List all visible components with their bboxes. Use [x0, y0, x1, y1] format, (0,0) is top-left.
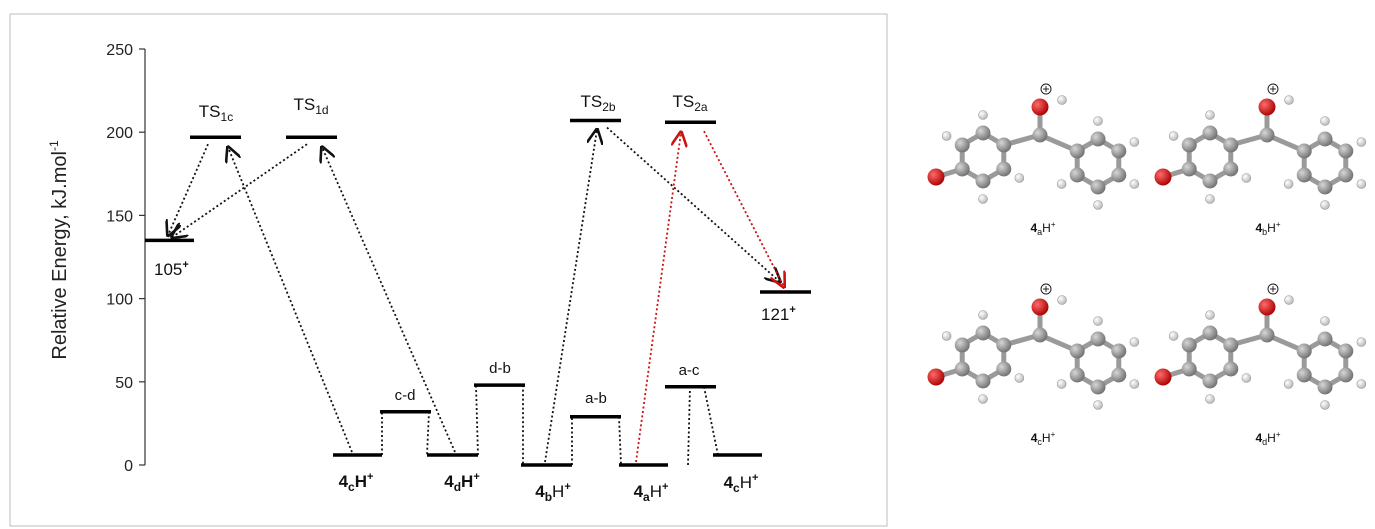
energy-levels: 105+ TS1c TS1d 4cH+ c-d 4dH+ d-b 4bH+ a-b TS2b 4aH…	[145, 92, 811, 504]
level-label-4c-left: 4cH+	[339, 471, 374, 494]
level-label-4c-right: 4cH+	[724, 472, 759, 495]
level-label-ts1c: TS1c	[199, 102, 233, 124]
arrow-4d-ts1d	[322, 147, 456, 453]
arrow-ts1c-105	[168, 143, 209, 235]
level-label-ts2a: TS2a	[672, 92, 707, 114]
molecule-4c	[927, 283, 1140, 410]
level-label-4d: 4dH+	[444, 471, 480, 494]
molecule-4a	[927, 83, 1140, 210]
arrow-ts2a-121	[703, 130, 784, 287]
molecule-4d	[1154, 283, 1367, 410]
level-label-cd: c-d	[395, 387, 416, 404]
y-axis-title: Relative Energy, kJ.mol-1	[47, 140, 71, 360]
arrow-4a-ts2a	[635, 132, 681, 463]
level-label-ab: a-b	[585, 390, 607, 407]
plot-frame	[9, 13, 888, 527]
connector-cd-4d	[426, 411, 430, 456]
level-label-db: d-b	[489, 360, 511, 377]
level-label-105: 105+	[154, 259, 189, 279]
molecule-panel: 4aH+ 4bH+ 4cH+ 4dH+	[927, 83, 1367, 447]
molecule-label-4c: 4cH+	[1031, 430, 1056, 447]
y-tick-label: 200	[106, 125, 133, 142]
molecule-label-4b: 4bH+	[1255, 220, 1280, 237]
arrow-4c-ts1c	[228, 147, 353, 453]
level-label-121: 121+	[761, 304, 796, 324]
y-tick-label: 50	[115, 375, 133, 392]
molecule-4b	[1154, 83, 1367, 210]
level-label-ts2b: TS2b	[580, 92, 615, 114]
molecule-label-4d: 4dH+	[1255, 430, 1280, 447]
y-tick-label: 0	[124, 458, 133, 475]
level-label-ts1d: TS1d	[293, 95, 328, 117]
arrow-ts1d-105	[172, 143, 308, 237]
connector-ab-4a	[618, 416, 622, 466]
molecule-label-4a: 4aH+	[1030, 220, 1055, 237]
level-label-ac: a-c	[679, 362, 700, 379]
level-label-4b: 4bH+	[535, 481, 571, 504]
y-tick-label: 100	[106, 292, 133, 309]
arrow-4b-ts2b	[544, 130, 597, 463]
y-axis: 0 50 100 150 200 250	[106, 42, 146, 475]
level-label-4a: 4aH+	[634, 481, 669, 504]
y-tick-label: 150	[106, 208, 133, 225]
transition-arrows	[168, 128, 784, 466]
y-tick-label: 250	[106, 42, 133, 59]
